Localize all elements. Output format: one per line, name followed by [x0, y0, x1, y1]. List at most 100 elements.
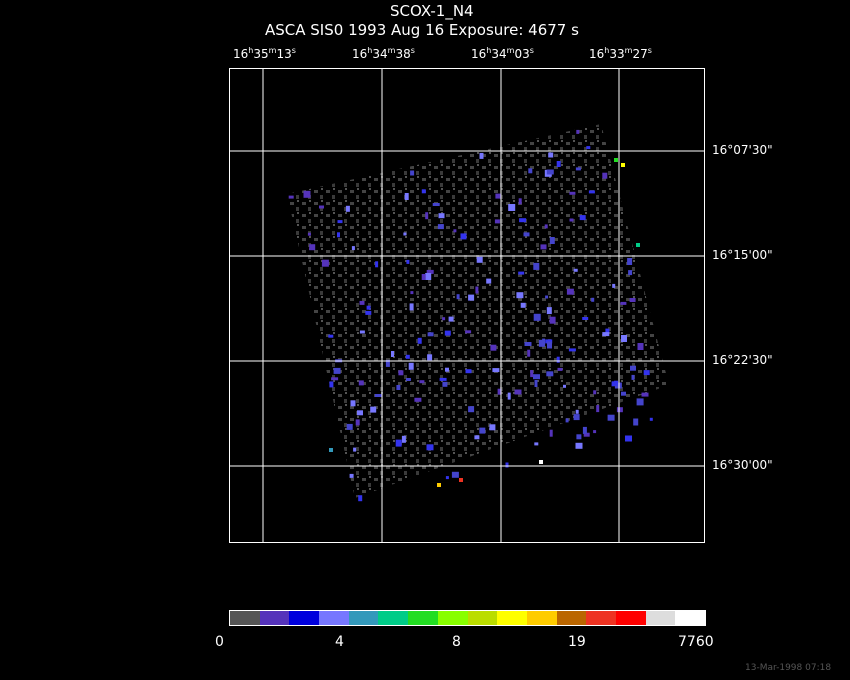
source-blob [427, 332, 434, 337]
source-blob [403, 232, 407, 236]
source-blob [453, 229, 457, 233]
source-blob [359, 330, 365, 334]
source-blob [591, 297, 595, 302]
source-blob [349, 473, 354, 478]
colorbar-segment [675, 611, 705, 625]
source-blob [621, 391, 626, 396]
source-blob [448, 316, 454, 322]
source-blob [321, 259, 329, 267]
source-blob [540, 244, 547, 250]
source-blob [569, 218, 574, 222]
source-blob [641, 392, 649, 397]
colorbar-label: 4 [335, 634, 344, 650]
source-blob [549, 429, 553, 437]
ra-tick-label: 16h35m13s [233, 46, 296, 61]
source-blob [557, 367, 563, 371]
source-blob [419, 380, 425, 384]
source-blob [494, 219, 500, 224]
source-blob [633, 418, 639, 426]
source-blob [534, 380, 538, 387]
source-blob [516, 292, 524, 299]
source-blob [546, 169, 554, 175]
generation-date: 13-Mar-1998 07:18 [745, 663, 832, 673]
source-blob [486, 278, 492, 284]
source-blob [468, 406, 475, 413]
source-blob [490, 344, 497, 351]
source-blob [620, 301, 627, 305]
colorbar-segment [556, 611, 587, 625]
source-blob [421, 274, 426, 280]
colorbar-label: 7760 [678, 634, 714, 650]
source-blob [542, 338, 546, 346]
source-blob [545, 295, 549, 299]
source-blob [563, 384, 566, 388]
source-blob [475, 286, 479, 294]
source-blob [548, 152, 554, 158]
source-blob [328, 334, 334, 338]
colorbar-segment [645, 611, 676, 625]
colorbar-segment [437, 611, 468, 625]
source-blob [586, 146, 591, 150]
colorbar-label: 19 [568, 634, 586, 650]
source-blob [391, 351, 394, 357]
source-blob [438, 213, 445, 219]
source-blob [288, 195, 294, 199]
source-blob [337, 232, 340, 238]
xray-sky-image [229, 68, 705, 543]
source-blob [474, 435, 480, 440]
colorbar-segment [378, 611, 409, 625]
source-blob [408, 362, 414, 370]
source-blob [545, 339, 553, 344]
source-blob [573, 414, 580, 421]
source-blob [404, 193, 409, 200]
bright-pixel [329, 448, 333, 452]
ra-tick-label: 16h34m38s [352, 46, 415, 61]
bright-pixel [539, 460, 543, 464]
source-blob [442, 381, 448, 387]
source-blob [566, 288, 574, 295]
colorbar-segment [467, 611, 498, 625]
source-blob [359, 300, 365, 305]
source-blob [309, 244, 316, 251]
source-blob [649, 417, 653, 421]
source-blob [636, 398, 644, 406]
source-blob [426, 269, 434, 274]
source-blob [410, 291, 414, 295]
source-blob [549, 316, 556, 324]
source-blob [549, 237, 555, 244]
source-blob [576, 434, 582, 440]
source-blob [365, 310, 372, 315]
coordinate-grid [229, 68, 705, 543]
source-blob [519, 218, 527, 223]
source-blob [439, 377, 447, 381]
source-blob [350, 400, 356, 407]
source-blob [445, 367, 449, 372]
source-blob [544, 224, 548, 229]
source-blob [533, 313, 541, 321]
source-blob [468, 294, 475, 301]
colorbar-segment [586, 611, 616, 625]
source-blob [417, 337, 422, 344]
source-blob [465, 330, 472, 334]
source-blob [631, 374, 635, 380]
source-blob [489, 424, 496, 431]
bright-pixel [459, 478, 463, 482]
source-blob [523, 232, 530, 237]
dec-tick-label: 16°15'00" [712, 248, 773, 262]
source-blob [546, 371, 554, 377]
source-blob [358, 380, 364, 386]
source-blob [530, 370, 534, 378]
source-blob [333, 367, 341, 374]
source-blob [614, 382, 622, 389]
source-blob [576, 129, 580, 134]
source-blob [546, 307, 552, 315]
colorbar-segment [289, 611, 320, 625]
source-blob [569, 191, 576, 195]
source-blob [605, 328, 610, 333]
source-blob [405, 378, 411, 381]
source-blob [479, 152, 484, 159]
source-blob [518, 271, 525, 275]
dec-tick-label: 16°07'30" [712, 143, 773, 157]
source-blob [456, 294, 460, 300]
source-blob [602, 172, 608, 179]
